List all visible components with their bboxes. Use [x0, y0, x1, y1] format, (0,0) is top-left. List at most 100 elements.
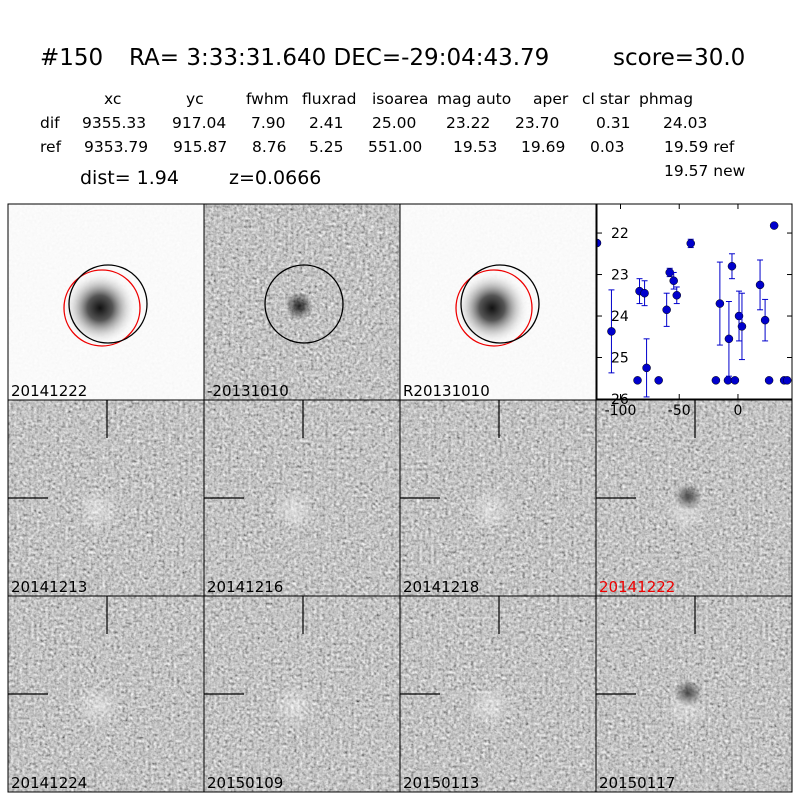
aperture	[264, 264, 344, 344]
source	[285, 292, 313, 320]
y-tick-label: 26	[611, 392, 629, 408]
phmag-new: 19.57 new	[664, 162, 746, 180]
column-header: phmag	[639, 90, 693, 108]
source	[456, 272, 528, 344]
image-panel: 20141218	[399, 399, 597, 597]
table-cell: 23.70	[515, 114, 559, 132]
table-cell: 23.22	[446, 114, 490, 132]
point	[734, 311, 744, 321]
image-panel: R20131010	[399, 203, 597, 401]
point	[640, 288, 649, 298]
panel-label: 20141224	[11, 774, 87, 792]
glow	[468, 488, 512, 532]
table-cell: 0.03	[590, 138, 625, 156]
point	[737, 322, 747, 331]
aperture-ref	[63, 269, 141, 347]
image-panel: 20141222	[595, 399, 793, 597]
points	[597, 221, 792, 398]
image-panel: 20141213	[7, 399, 205, 597]
table-cell: 917.04	[172, 114, 226, 132]
point	[724, 334, 734, 344]
panel-label: -20131010	[207, 382, 289, 400]
glow	[664, 488, 708, 532]
table-cell: 24.03	[663, 114, 707, 132]
y-tick-label: 22	[611, 226, 629, 242]
aperture	[460, 264, 540, 344]
x-tick-label: -100	[605, 403, 637, 419]
image-panel: 20150117	[595, 595, 793, 793]
coordinates: RA= 3:33:31.640 DEC=-29:04:43.79	[129, 45, 549, 71]
panel-label: 20141222	[599, 578, 675, 596]
glow	[664, 684, 708, 728]
column-header: mag auto	[437, 90, 511, 108]
point	[755, 280, 765, 290]
glow	[272, 684, 316, 728]
panel-label: R20131010	[403, 382, 490, 400]
table-cell: 8.76	[252, 138, 287, 156]
x-tick-label: 0	[734, 403, 743, 419]
table-cell: 19.69	[521, 138, 565, 156]
column-header: xc	[104, 90, 121, 108]
row-label: ref	[40, 138, 62, 156]
column-header: isoarea	[372, 90, 428, 108]
table-cell: 0.31	[596, 114, 631, 132]
glow	[76, 684, 120, 728]
point	[782, 376, 792, 385]
point	[760, 315, 770, 325]
panel-label: 20141216	[207, 578, 283, 596]
glow	[272, 488, 316, 532]
column-header: fluxrad	[302, 90, 356, 108]
y-tick-label: 25	[611, 351, 629, 367]
row-label: dif	[40, 114, 60, 132]
image-panel: 20141216	[203, 399, 401, 597]
table-cell: 9353.79	[84, 138, 148, 156]
table-cell: 915.87	[173, 138, 227, 156]
image-panel: -20131010	[203, 203, 401, 401]
candidate-id: #150	[40, 45, 103, 71]
point	[711, 376, 721, 385]
table-cell: 19.59 ref	[664, 138, 735, 156]
glow	[76, 488, 120, 532]
point	[654, 376, 663, 385]
point	[672, 291, 682, 300]
image-panel: 20150113	[399, 595, 597, 793]
table-cell: 551.00	[368, 138, 422, 156]
distance: dist= 1.94	[80, 167, 179, 189]
x-tick-label: -50	[668, 403, 691, 419]
table-cell: 25.00	[372, 114, 416, 132]
column-header: fwhm	[246, 90, 289, 108]
table-cell: 9355.33	[82, 114, 146, 132]
point	[642, 363, 651, 373]
panel-label: 20150109	[207, 774, 283, 792]
plot-area	[597, 204, 792, 399]
point	[686, 239, 695, 248]
point	[633, 376, 642, 385]
glow	[468, 684, 512, 728]
plot-frame	[596, 203, 793, 400]
table-cell: 19.53	[453, 138, 497, 156]
column-header: yc	[186, 90, 204, 108]
source	[64, 272, 136, 344]
point	[730, 376, 740, 385]
panel-label: 20141218	[403, 578, 479, 596]
light-curve: 22 23 24 25 26-100 -50 0	[596, 203, 793, 419]
table-cell: 7.90	[251, 114, 286, 132]
y-tick-label: 24	[611, 309, 629, 325]
point	[607, 327, 616, 336]
table-cell: 5.25	[309, 138, 344, 156]
point	[727, 261, 737, 271]
panel-label: 20141222	[11, 382, 87, 400]
table-cell: 2.41	[309, 114, 344, 132]
image-panel: 20150109	[203, 595, 401, 793]
column-header: aper	[533, 90, 569, 108]
point	[669, 276, 678, 286]
point	[597, 238, 602, 248]
column-header: cl star	[582, 90, 630, 108]
aperture	[68, 264, 148, 344]
panel-label: 20150117	[599, 774, 675, 792]
point	[662, 305, 671, 315]
aperture-ref	[455, 269, 533, 347]
image-panel: 20141224	[7, 595, 205, 793]
